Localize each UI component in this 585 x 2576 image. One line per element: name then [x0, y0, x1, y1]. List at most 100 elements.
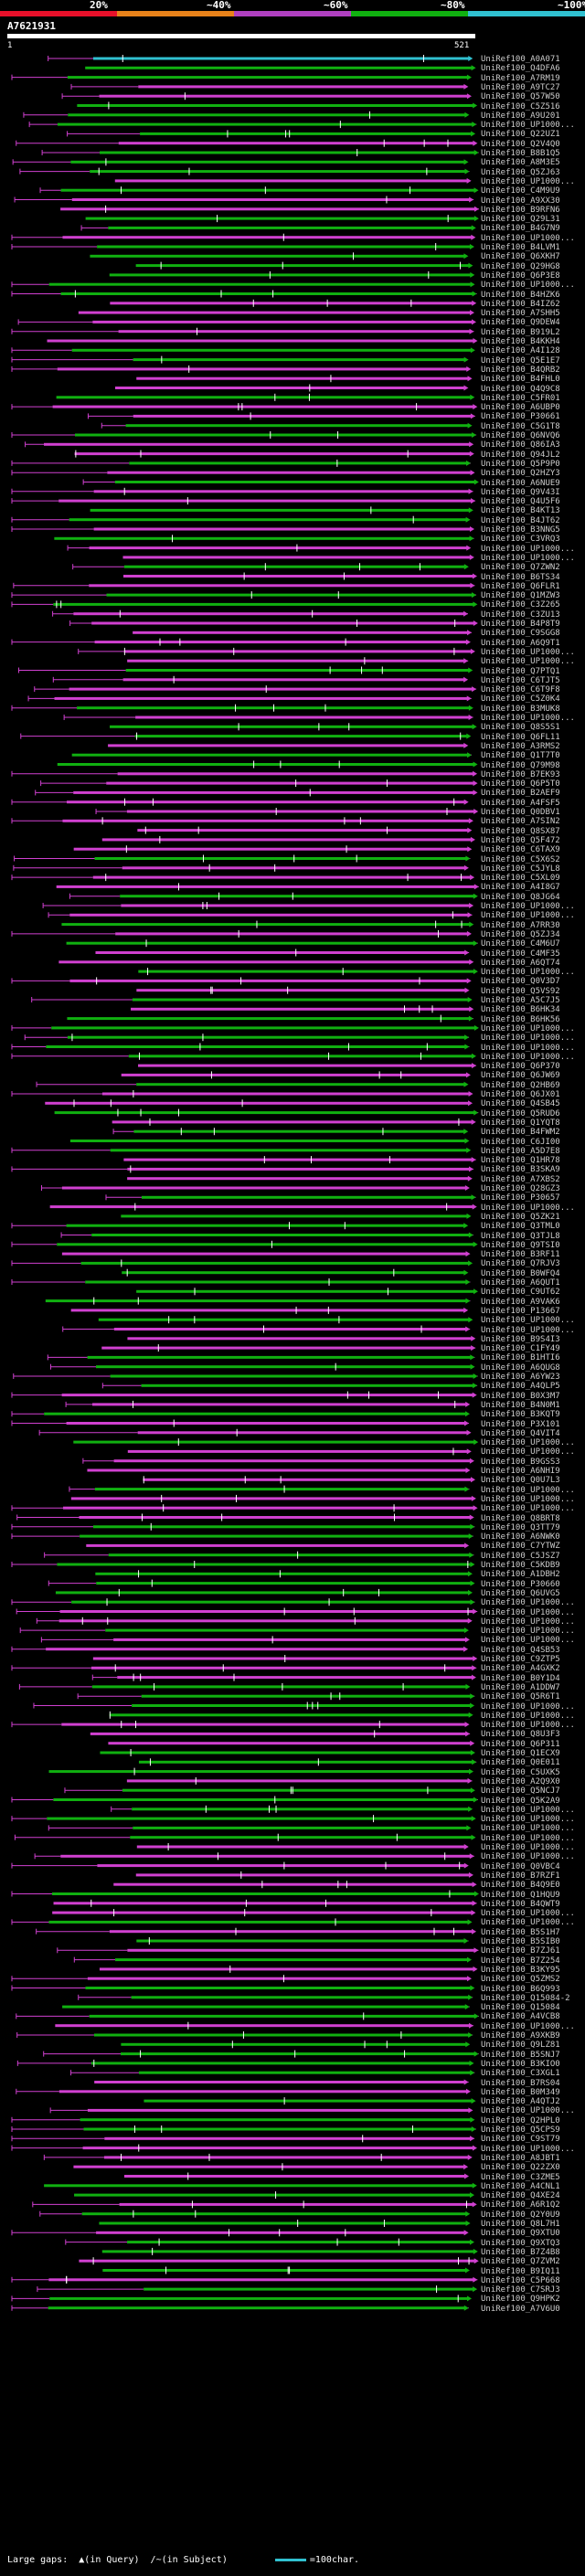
hit-label[interactable]: UniRef100_Q4Q9C8 — [481, 384, 560, 394]
hit-label[interactable]: UniRef100_B2AEF9 — [481, 789, 560, 799]
hit-label[interactable]: UniRef100_C5UXK5 — [481, 1767, 560, 1777]
hit-label[interactable]: UniRef100_Q5NCJ7 — [481, 1786, 560, 1797]
hit-label[interactable]: UniRef100_Q4VIT4 — [481, 1428, 560, 1438]
hit-label[interactable]: UniRef100_C7YTWZ — [481, 1542, 560, 1552]
hit-label[interactable]: UniRef100_A4I8G7 — [481, 883, 560, 893]
hit-label[interactable]: UniRef100_UP1000... — [481, 647, 575, 657]
hit-label[interactable]: UniRef100_Q2Y0U9 — [481, 2210, 560, 2220]
hit-label[interactable]: UniRef100_C3XGL1 — [481, 2069, 560, 2079]
hit-label[interactable]: UniRef100_UP1000... — [481, 1701, 575, 1712]
hit-label[interactable]: UniRef100_Q6NVQ6 — [481, 431, 560, 440]
hit-label[interactable]: UniRef100_C4M6U7 — [481, 939, 560, 949]
hit-label[interactable]: UniRef100_Q8L7H1 — [481, 2220, 560, 2229]
hit-label[interactable]: UniRef100_B9IQ11 — [481, 2266, 560, 2276]
hit-label[interactable]: UniRef100_B0WFQ4 — [481, 1268, 560, 1278]
hit-label[interactable]: UniRef100_A7RM19 — [481, 73, 560, 83]
hit-label[interactable]: UniRef100_A9VAK6 — [481, 1297, 560, 1307]
hit-label[interactable]: UniRef100_B7RS04 — [481, 2078, 560, 2088]
hit-label[interactable]: UniRef100_C3ZU13 — [481, 610, 560, 620]
hit-label[interactable]: UniRef100_UP1000... — [481, 1438, 575, 1448]
hit-label[interactable]: UniRef100_A6NHI9 — [481, 1467, 560, 1476]
hit-label[interactable]: UniRef100_Q8S5S1 — [481, 723, 560, 733]
hit-label[interactable]: UniRef100_UP1000... — [481, 1824, 575, 1834]
hit-label[interactable]: UniRef100_Q79M98 — [481, 760, 560, 770]
hit-label[interactable]: UniRef100_B3SKA9 — [481, 1165, 560, 1175]
hit-label[interactable]: UniRef100_UP1000... — [481, 968, 575, 978]
hit-label[interactable]: UniRef100_Q6JX01 — [481, 1090, 560, 1099]
hit-label[interactable]: UniRef100_Q3TML0 — [481, 1222, 560, 1232]
hit-label[interactable]: UniRef100_UP1000... — [481, 1909, 575, 1919]
hit-label[interactable]: UniRef100_B5S1H7 — [481, 1927, 560, 1937]
hit-label[interactable]: UniRef100_A7XBS2 — [481, 1174, 560, 1184]
hit-label[interactable]: UniRef100_Q0VBC4 — [481, 1861, 560, 1871]
hit-label[interactable]: UniRef100_P30660 — [481, 1579, 560, 1589]
hit-label[interactable]: UniRef100_B6HK56 — [481, 1014, 560, 1024]
hit-label[interactable]: UniRef100_Q4SB53 — [481, 1645, 560, 1655]
hit-label[interactable]: UniRef100_Q8JG64 — [481, 892, 560, 902]
hit-label[interactable]: UniRef100_UP1000... — [481, 1504, 575, 1514]
hit-label[interactable]: UniRef100_A1DDW7 — [481, 1682, 560, 1692]
hit-label[interactable]: UniRef100_B3NNG5 — [481, 525, 560, 535]
hit-label[interactable]: UniRef100_Q1MZW3 — [481, 591, 560, 601]
hit-label[interactable]: UniRef100_B7RZF1 — [481, 1871, 560, 1881]
hit-label[interactable]: UniRef100_B7ZJ61 — [481, 1946, 560, 1956]
hit-label[interactable]: UniRef100_UP1000... — [481, 1607, 575, 1617]
hit-label[interactable]: UniRef100_B0X3M7 — [481, 1391, 560, 1401]
hit-label[interactable]: UniRef100_B4Q9E0 — [481, 1881, 560, 1891]
hit-label[interactable]: UniRef100_Q15084 — [481, 2003, 560, 2013]
hit-label[interactable]: UniRef100_B3KY95 — [481, 1965, 560, 1975]
hit-label[interactable]: UniRef100_UP1000... — [481, 1325, 575, 1335]
hit-label[interactable]: UniRef100_B9GSS3 — [481, 1457, 560, 1467]
hit-label[interactable]: UniRef100_Q86IA3 — [481, 440, 560, 451]
hit-label[interactable]: UniRef100_B9RFN6 — [481, 205, 560, 215]
hit-label[interactable]: UniRef100_UP1000... — [481, 911, 575, 921]
hit-label[interactable]: UniRef100_UP1000... — [481, 1843, 575, 1852]
hit-label[interactable]: UniRef100_C5JYL8 — [481, 864, 560, 874]
hit-label[interactable]: UniRef100_Q9XTQ3 — [481, 2238, 560, 2248]
hit-label[interactable]: UniRef100_C3ZME5 — [481, 2172, 560, 2182]
hit-label[interactable]: UniRef100_A4CNL1 — [481, 2181, 560, 2191]
hit-label[interactable]: UniRef100_B3KIO0 — [481, 2059, 560, 2069]
hit-label[interactable]: UniRef100_Q57W50 — [481, 92, 560, 102]
hit-label[interactable]: UniRef100_A7RR30 — [481, 920, 560, 930]
hit-label[interactable]: UniRef100_B6Q993 — [481, 1984, 560, 1994]
hit-label[interactable]: UniRef100_A6YW23 — [481, 1373, 560, 1382]
hit-label[interactable]: UniRef100_UP1000... — [481, 1852, 575, 1862]
hit-label[interactable]: UniRef100_B6TS34 — [481, 572, 560, 582]
hit-label[interactable]: UniRef100_B4P8T9 — [481, 620, 560, 629]
hit-label[interactable]: UniRef100_Q6P311 — [481, 1739, 560, 1749]
hit-label[interactable]: UniRef100_A9XKB9 — [481, 2031, 560, 2041]
hit-label[interactable]: UniRef100_UP1000... — [481, 1494, 575, 1504]
hit-label[interactable]: UniRef100_C5FR01 — [481, 393, 560, 403]
hit-label[interactable]: UniRef100_UP1000... — [481, 544, 575, 554]
hit-label[interactable]: UniRef100_Q8SX87 — [481, 826, 560, 836]
hit-label[interactable]: UniRef100_A6QUT1 — [481, 1278, 560, 1288]
hit-label[interactable]: UniRef100_C1FY49 — [481, 1344, 560, 1354]
hit-label[interactable]: UniRef100_UP1000... — [481, 2144, 575, 2154]
hit-label[interactable]: UniRef100_B0M349 — [481, 2087, 560, 2097]
hit-label[interactable]: UniRef100_C5KDB9 — [481, 1561, 560, 1570]
hit-label[interactable]: UniRef100_Q3TJL8 — [481, 1231, 560, 1241]
hit-label[interactable]: UniRef100_A6QT74 — [481, 958, 560, 968]
hit-label[interactable]: UniRef100_C5G1T8 — [481, 421, 560, 431]
hit-label[interactable]: UniRef100_Q5ZJ63 — [481, 167, 560, 177]
hit-label[interactable]: UniRef100_B4QWT9 — [481, 1899, 560, 1909]
hit-label[interactable]: UniRef100_A6NUE9 — [481, 478, 560, 488]
hit-label[interactable]: UniRef100_A4GXK2 — [481, 1664, 560, 1674]
hit-label[interactable]: UniRef100_UP1000... — [481, 1447, 575, 1458]
hit-label[interactable]: UniRef100_Q4DFA6 — [481, 64, 560, 74]
hit-label[interactable]: UniRef100_Q6XKH7 — [481, 252, 560, 262]
hit-label[interactable]: UniRef100_UP1000... — [481, 657, 575, 667]
hit-label[interactable]: UniRef100_Q9HPK2 — [481, 2295, 560, 2305]
hit-label[interactable]: UniRef100_UP1000... — [481, 1721, 575, 1731]
hit-label[interactable]: UniRef100_P30661 — [481, 412, 560, 422]
hit-label[interactable]: UniRef100_Q0V3D7 — [481, 977, 560, 987]
hit-label[interactable]: UniRef100_P3X101 — [481, 1419, 560, 1429]
hit-label[interactable]: UniRef100_A3RMS2 — [481, 741, 560, 751]
hit-label[interactable]: UniRef100_Q2V4Q0 — [481, 139, 560, 149]
hit-label[interactable]: UniRef100_B4G7N9 — [481, 224, 560, 234]
hit-label[interactable]: UniRef100_C6TAX9 — [481, 845, 560, 855]
hit-label[interactable]: UniRef100_A6Q9T1 — [481, 638, 560, 648]
hit-label[interactable]: UniRef100_UP1000... — [481, 1485, 575, 1495]
hit-label[interactable]: UniRef100_A9U201 — [481, 111, 560, 121]
